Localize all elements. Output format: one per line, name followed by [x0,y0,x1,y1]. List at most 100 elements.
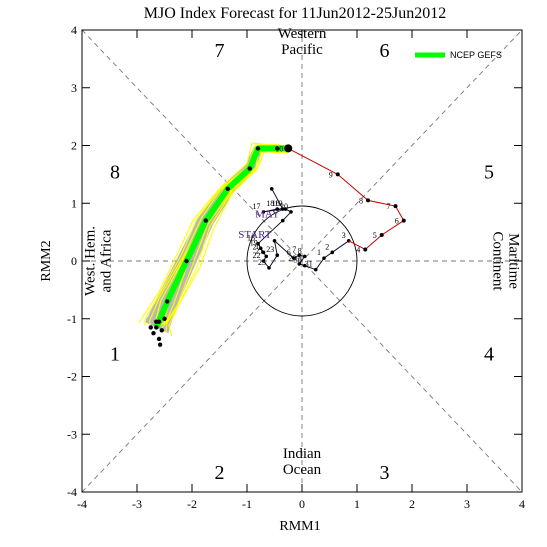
ensemble-endpoint-1 [148,325,153,330]
observed-point-17 [297,253,302,258]
forecast-point-label-5: 7 [387,202,391,211]
ensemble-member-line-2 [144,142,287,326]
phase-label-6: 6 [380,40,390,62]
observed-point-label-22: 1 [317,248,321,257]
observed-point-12 [261,259,266,263]
ensemble-endpoint-2 [154,319,159,324]
forecast-point-label-6: 8 [359,196,363,205]
observed-point-label-9: 19 [250,238,258,247]
observed-point-4 [275,207,280,211]
observed-point-label-24: 3 [342,231,346,240]
forecast-point-7 [335,172,340,177]
observed-point-label-4: 18 [266,199,274,208]
observed-point-8 [256,241,260,246]
observed-point-label-7: MAY [255,209,280,221]
observed-point-15 [272,238,277,243]
observed-point-14 [275,253,280,258]
ensemble-endpoint-7 [157,342,163,347]
forecast-point-8 [284,144,293,153]
observed-point-18 [302,254,307,259]
forecast-point-6 [366,198,370,203]
observed-point-label-11: 21 [255,246,263,255]
x-tick-label-9: 4 [519,497,525,511]
phase-label-1: 1 [110,343,120,365]
observed-point-label-17: 7 [292,245,296,254]
x-tick-label-1: -4 [77,497,87,511]
forecast-point-label-2: 4 [356,245,360,254]
x-tick-label-6: 1 [354,497,360,511]
region-label-line: Ocean [283,462,322,478]
y-tick-label-6: 1 [71,196,77,210]
x-axis-label: RMM1 [279,519,320,534]
legend-label-ncep-gefs: NCEP GEFS [450,50,502,60]
x-tick-label-5: 0 [299,497,305,511]
phase-label-3: 3 [380,462,390,484]
ensemble-mean-point-4 [247,166,252,171]
observed-point-label-14: 23 [266,245,274,254]
forecast-point-label-4: 6 [395,217,399,226]
ensemble-endpoint-3 [159,328,164,333]
observed-point-3 [261,210,266,214]
ensemble-mean-point-10 [154,325,159,330]
forecast-point-3 [379,233,384,238]
observed-point-7 [280,218,285,223]
observed-point-21 [313,267,318,272]
forecast-point-5 [393,204,398,209]
chart-title: MJO Index Forecast for 11Jun2012-25Jun20… [144,5,446,22]
region-label-line: West. Hem. [83,226,99,296]
ensemble-endpoint-5 [151,330,156,336]
observed-point-label-10: 20 [253,242,261,251]
region-label-line: Indian [283,446,322,462]
observed-point-label-8: 18 [247,234,255,243]
x-tick-label-7: 2 [409,497,415,511]
ensemble-mean-point-7 [184,258,189,264]
observed-point-label-23: 2 [325,242,329,251]
observed-point-label-5: 19 [275,199,283,208]
unit-circle [246,205,358,317]
observed-point-16 [291,256,296,260]
region-label-line: and Africa [99,229,115,292]
phase-label-8: 8 [110,161,120,183]
y-tick-label-3: -2 [67,370,77,384]
observed-point-5 [283,207,288,211]
y-tick-label-9: 4 [71,23,77,37]
phase-label-2: 2 [215,462,225,484]
y-tick-label-7: 2 [71,139,77,153]
phase-label-4: 4 [484,343,494,365]
ensemble-member-line-9 [165,148,291,333]
forecast-point-label-7: 9 [329,170,333,179]
region-label-line: Continent [490,231,506,291]
forecast-point-label-8: 10 [275,144,283,153]
observed-point-label-6: 20 [280,202,288,211]
ensemble-spread-area [144,146,290,334]
y-tick-label-5: 0 [71,254,77,268]
observed-point-label-20: 30 [294,256,302,265]
ensemble-mean-point-3 [255,146,261,151]
region-label-3: West. Hem. and Africa [83,226,115,296]
observed-point-label-15: START [238,229,272,241]
observed-point-10 [261,250,266,255]
ensemble-endpoint-6 [162,316,167,321]
ensemble-mean-point-5 [225,186,230,192]
observed-point-6 [289,210,293,214]
ensemble-mean-line [153,145,289,329]
observed-point-label-3: 17 [253,202,261,211]
ensemble-mean-point-6 [203,218,208,223]
y-tick-label-2: -3 [67,427,77,441]
region-label-line: Maritime [506,233,522,289]
x-tick-label-2: -3 [132,497,142,511]
observed-point-19 [297,262,302,266]
observed-point-1 [269,187,274,191]
x-tick-label-4: -1 [242,497,252,511]
observed-point-label-16: 6 [287,248,291,257]
observed-point-22 [322,256,326,260]
observed-point-label-21: 31 [305,260,313,269]
ensemble-mean-point-8 [165,299,170,304]
x-tick-label-3: -2 [187,497,197,511]
observed-point-11 [264,254,269,259]
y-tick-label-1: -4 [67,485,77,499]
observed-point-9 [258,246,263,251]
